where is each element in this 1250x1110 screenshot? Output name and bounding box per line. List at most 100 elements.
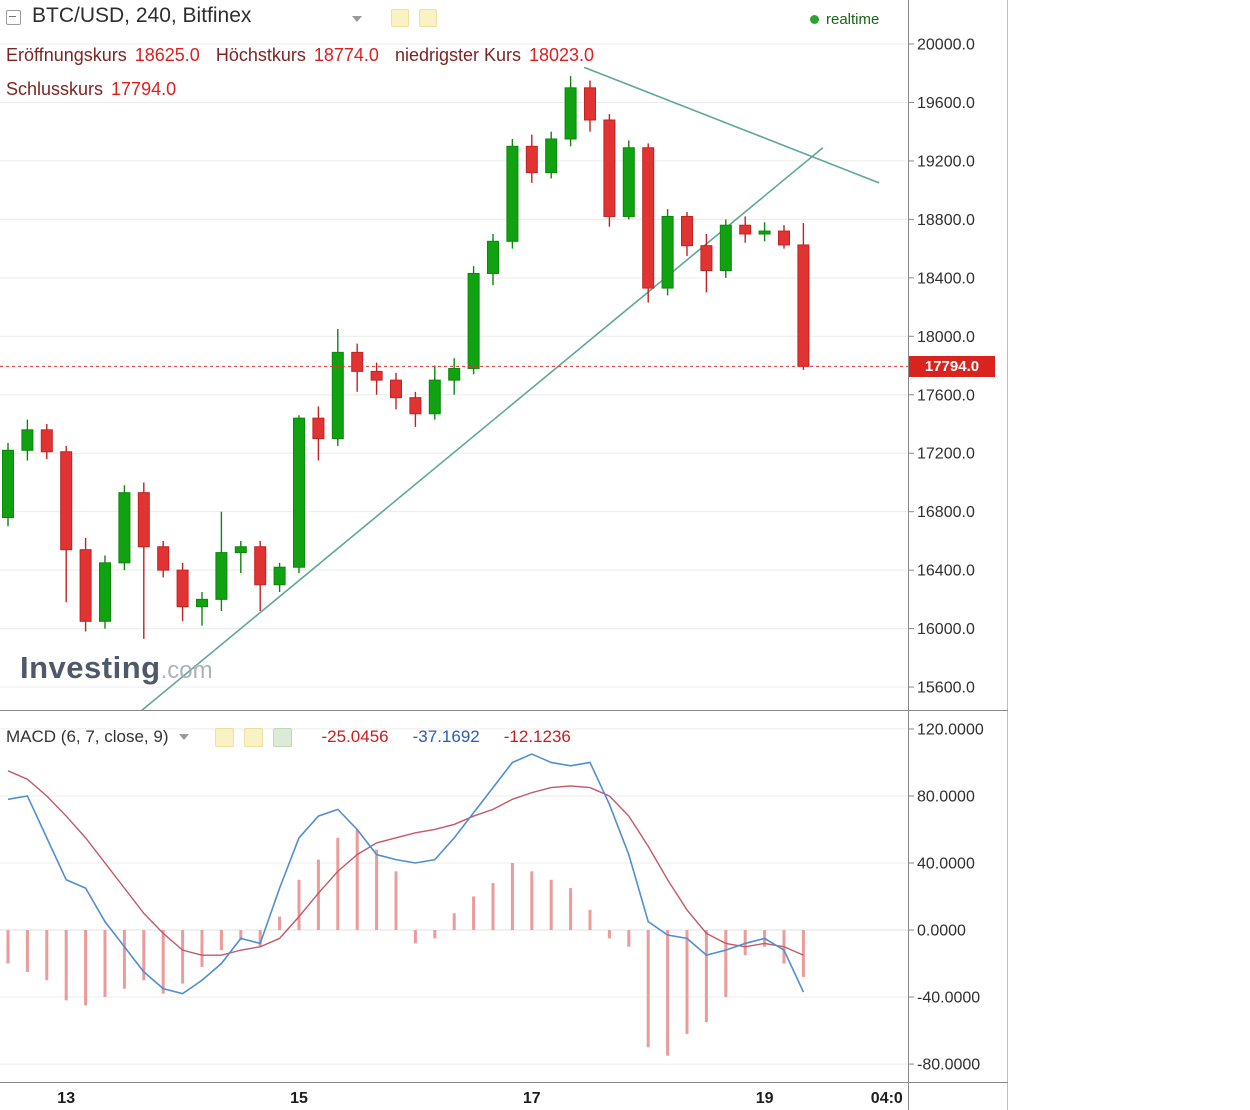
time-axis-label: 19 xyxy=(756,1090,774,1107)
macd-title: MACD (6, 7, close, 9) xyxy=(6,727,169,746)
candle-up xyxy=(622,147,635,217)
candle-down xyxy=(351,351,364,372)
axis-label: 17600.0 xyxy=(917,387,975,404)
macd-histogram-bar xyxy=(297,879,301,931)
candle-down xyxy=(176,569,189,608)
macd-dropdown-caret-icon[interactable] xyxy=(178,734,189,740)
toolbar-icon-1[interactable] xyxy=(391,9,409,27)
macd-value-2: -37.1692 xyxy=(412,727,480,746)
candle-up xyxy=(661,215,674,289)
axis-label: 16400.0 xyxy=(917,563,975,580)
symbol-dropdown-caret-icon[interactable] xyxy=(352,16,362,22)
axis-label: 19600.0 xyxy=(917,95,975,112)
macd-histogram-bar xyxy=(704,930,708,1023)
trend-line[interactable] xyxy=(583,66,880,184)
realtime-label: realtime xyxy=(826,11,880,28)
axis-label: 120.0000 xyxy=(917,721,984,738)
macd-histogram-bar xyxy=(394,871,398,931)
axis-label: 18400.0 xyxy=(917,270,975,287)
macd-histogram-bar xyxy=(239,930,243,941)
axis-label: 16800.0 xyxy=(917,504,975,521)
axis-label: 20000.0 xyxy=(917,36,975,53)
macd-value-3: -12.1236 xyxy=(503,727,571,746)
macd-histogram-bar xyxy=(355,829,359,931)
axis-label: 15600.0 xyxy=(917,680,975,697)
macd-tool-icon-3[interactable] xyxy=(272,727,292,747)
macd-histogram-bar xyxy=(64,930,68,1001)
candle-up xyxy=(758,230,771,235)
candle-down xyxy=(390,379,402,399)
candle-up xyxy=(448,367,461,381)
candle-down xyxy=(778,230,790,246)
candle-down xyxy=(409,397,422,415)
candle-up xyxy=(487,240,499,274)
macd-histogram-bar xyxy=(472,896,476,931)
axis-label: -40.0000 xyxy=(917,990,980,1007)
toolbar-icon-2[interactable] xyxy=(419,9,437,27)
macd-histogram-bar xyxy=(258,930,262,947)
axis-label: 40.0000 xyxy=(917,855,975,872)
macd-histogram-bar xyxy=(25,930,29,972)
macd-histogram-bar xyxy=(607,930,611,939)
high-value: 18774.0 xyxy=(313,45,379,65)
macd-histogram-bar xyxy=(200,930,204,967)
candle-up xyxy=(273,566,286,586)
candle-up xyxy=(467,272,480,369)
time-axis-label: 04:0 xyxy=(871,1090,903,1107)
candle-down xyxy=(681,215,693,247)
macd-histogram-bar xyxy=(45,930,49,981)
ohlc-legend-row: Eröffnungskurs 18625.0 Höchstkurs 18774.… xyxy=(6,45,610,66)
axis-label: 17200.0 xyxy=(917,446,975,463)
last-price-tag: 17794.0 xyxy=(909,356,995,377)
candle-down xyxy=(79,549,92,622)
candle-down xyxy=(157,546,170,571)
candle-up xyxy=(545,138,558,174)
open-label: Eröffnungskurs xyxy=(6,45,127,65)
candle-up xyxy=(118,492,131,564)
realtime-indicator: realtime xyxy=(810,11,879,28)
macd-histogram-bar xyxy=(6,930,10,964)
macd-histogram-bar xyxy=(646,930,650,1048)
trend-line[interactable] xyxy=(140,147,824,712)
macd-value-1: -25.0456 xyxy=(321,727,389,746)
axis-label: 19200.0 xyxy=(917,153,975,170)
macd-histogram-bar xyxy=(103,930,107,998)
time-axis-label: 15 xyxy=(290,1090,308,1107)
macd-signal-line xyxy=(7,770,804,956)
candle-up xyxy=(215,552,228,600)
close-value: 17794.0 xyxy=(111,79,177,99)
watermark-suffix-text: .com xyxy=(160,657,213,684)
time-axis-label: 13 xyxy=(57,1090,75,1107)
macd-histogram-bar xyxy=(122,930,126,989)
open-value: 18625.0 xyxy=(134,45,200,65)
macd-histogram-bar xyxy=(588,909,592,931)
candle-up xyxy=(2,449,14,519)
candle-down xyxy=(603,119,616,217)
macd-histogram-bar xyxy=(569,888,573,931)
macd-histogram-bar xyxy=(491,883,495,931)
macd-tool-icon-2[interactable] xyxy=(243,727,263,747)
candle-down xyxy=(739,224,752,235)
macd-histogram-bar xyxy=(336,837,340,931)
low-label: niedrigster Kurs xyxy=(394,45,521,65)
symbol-title[interactable]: BTC/USD, 240, Bitfinex xyxy=(32,4,252,27)
macd-histogram-bar xyxy=(316,859,320,931)
axis-label: 0.0000 xyxy=(917,923,966,940)
macd-histogram-bar xyxy=(219,930,223,951)
collapse-panel-icon[interactable] xyxy=(6,10,21,25)
macd-histogram-bar xyxy=(181,930,185,984)
macd-histogram-bar xyxy=(685,930,689,1034)
macd-histogram-bar xyxy=(142,930,146,981)
macd-histogram-bar xyxy=(510,862,514,931)
axis-label: 18800.0 xyxy=(917,212,975,229)
candle-down xyxy=(254,546,267,586)
candle-down xyxy=(40,429,53,453)
candle-down xyxy=(700,245,713,272)
macd-histogram-bar xyxy=(84,930,88,1006)
candle-down xyxy=(797,244,810,367)
macd-histogram-bar xyxy=(413,930,417,944)
candle-up xyxy=(719,224,732,272)
candlestick-series xyxy=(2,76,810,639)
macd-tool-icon-1[interactable] xyxy=(214,727,234,747)
